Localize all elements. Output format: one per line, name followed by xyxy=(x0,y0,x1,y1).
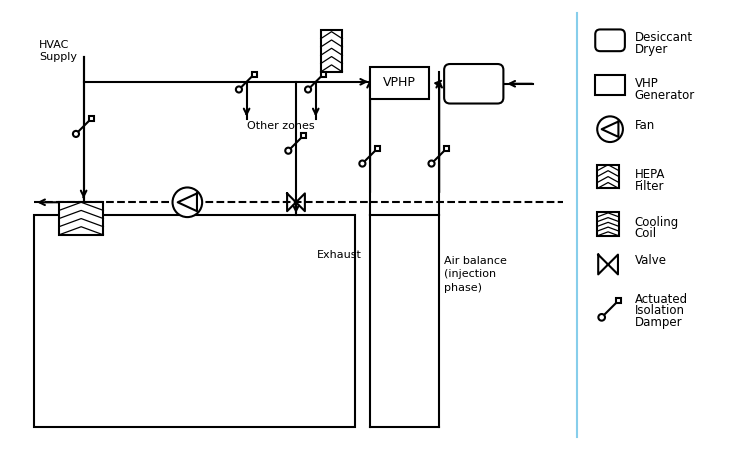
Text: HVAC
Supply: HVAC Supply xyxy=(39,40,77,62)
FancyBboxPatch shape xyxy=(596,29,625,51)
Text: Air balance
(injection
phase): Air balance (injection phase) xyxy=(444,256,507,292)
Bar xyxy=(445,146,449,151)
Bar xyxy=(321,31,343,72)
Text: VHP: VHP xyxy=(634,77,658,90)
Text: Cooling: Cooling xyxy=(634,216,679,229)
Bar xyxy=(34,215,356,428)
Bar xyxy=(596,75,625,94)
Text: VPHP: VPHP xyxy=(383,76,416,89)
Text: Actuated: Actuated xyxy=(634,292,688,306)
Circle shape xyxy=(359,161,365,166)
Text: Coil: Coil xyxy=(634,227,657,240)
Text: Filter: Filter xyxy=(634,180,664,193)
Bar xyxy=(616,298,621,303)
Bar xyxy=(597,212,619,236)
Text: Generator: Generator xyxy=(634,89,695,102)
Circle shape xyxy=(428,161,434,166)
Circle shape xyxy=(305,86,311,93)
Text: Damper: Damper xyxy=(634,316,682,329)
Circle shape xyxy=(236,86,242,93)
Text: Isolation: Isolation xyxy=(634,305,685,317)
Circle shape xyxy=(172,188,202,217)
Text: Dryer: Dryer xyxy=(634,43,668,56)
Circle shape xyxy=(285,148,291,154)
Bar xyxy=(252,72,257,76)
Text: Exhaust: Exhaust xyxy=(317,250,362,260)
Circle shape xyxy=(598,314,605,321)
Bar xyxy=(375,146,380,151)
Bar xyxy=(302,133,306,138)
Text: Fan: Fan xyxy=(634,119,655,132)
FancyBboxPatch shape xyxy=(444,64,503,104)
Bar xyxy=(597,165,619,189)
Circle shape xyxy=(597,117,623,142)
Bar xyxy=(321,72,326,76)
Text: HEPA: HEPA xyxy=(634,168,665,181)
Bar xyxy=(89,116,94,121)
Circle shape xyxy=(73,131,79,137)
Text: Valve: Valve xyxy=(634,254,667,267)
Text: Other zones: Other zones xyxy=(248,122,315,131)
Bar xyxy=(370,67,429,99)
Text: Desiccant: Desiccant xyxy=(634,31,693,44)
Bar xyxy=(59,202,104,235)
